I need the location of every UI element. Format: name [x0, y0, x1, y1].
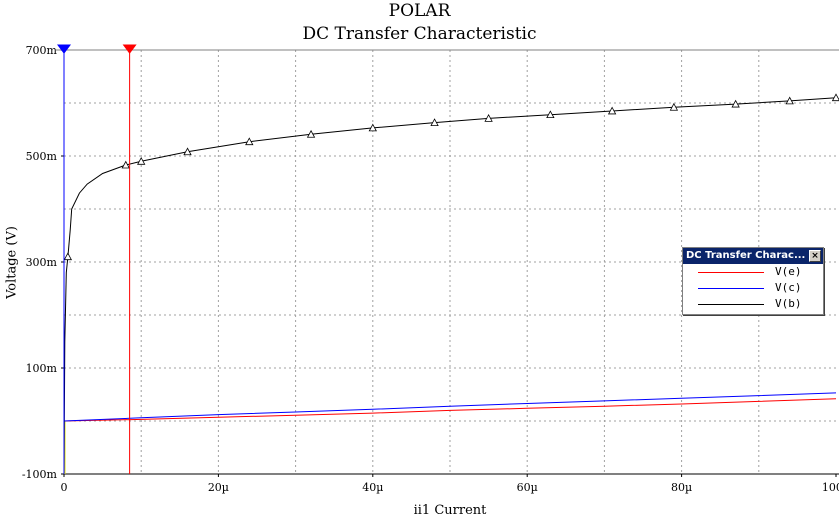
- x-tick-label: 40µ: [362, 481, 383, 494]
- cursor-handle: [122, 44, 137, 54]
- y-tick-label: 300m: [26, 256, 58, 269]
- cursors: [57, 44, 137, 474]
- x-tick-label: 60µ: [517, 481, 538, 494]
- series-line-vc: [63, 392, 837, 422]
- legend-label: V(e): [775, 265, 802, 278]
- data-point-marker: [137, 156, 146, 165]
- legend-entry-ve: V(e): [683, 264, 823, 280]
- y-tick-label: 700m: [26, 44, 58, 57]
- legend-entry-vb: V(b): [683, 296, 823, 312]
- legend-swatch: [698, 288, 764, 289]
- x-tick-label: 100µ: [822, 481, 839, 494]
- legend-title: DC Transfer Charac...: [686, 250, 806, 261]
- grid: [64, 50, 836, 474]
- data-point-marker: [245, 137, 254, 146]
- x-tick-label: 20µ: [208, 481, 229, 494]
- x-axis-label: ii1 Current: [413, 503, 487, 518]
- data-point-marker: [183, 147, 192, 156]
- data-point-marker: [306, 129, 316, 138]
- data-point-marker: [607, 106, 617, 115]
- legend-label: V(c): [775, 281, 802, 294]
- y-axis-label: Voltage (V): [4, 226, 20, 299]
- chart-subtitle: DC Transfer Characteristic: [302, 24, 537, 44]
- y-tick-label: -100m: [22, 468, 58, 481]
- chart-title: POLAR: [388, 1, 451, 21]
- data-point-marker: [831, 93, 839, 102]
- data-point-marker: [731, 99, 740, 108]
- series-lines: [63, 93, 839, 475]
- legend-entry-vc: V(c): [683, 280, 823, 296]
- data-point-marker: [430, 118, 439, 127]
- legend-window[interactable]: DC Transfer Charac... × V(e) V(c) V(b): [682, 247, 824, 315]
- data-point-marker: [484, 114, 493, 122]
- data-point-marker: [368, 123, 377, 132]
- x-tick-label: 0: [61, 481, 68, 494]
- tick-labels: 0 20µ 40µ 60µ 80µ 100µ -100m 100m 300m 500m 700m: [22, 44, 839, 494]
- data-point-marker: [63, 252, 73, 261]
- data-point-marker: [121, 160, 130, 169]
- cursor-handle: [57, 44, 71, 54]
- x-tick-label: 80µ: [671, 481, 692, 494]
- y-tick-label: 500m: [26, 150, 58, 163]
- legend-titlebar[interactable]: DC Transfer Charac... ×: [683, 248, 823, 264]
- legend-swatch: [698, 272, 764, 273]
- legend-swatch: [698, 304, 764, 305]
- data-point-marker: [669, 102, 679, 111]
- data-point-marker: [785, 96, 794, 105]
- data-point-marker: [546, 110, 555, 119]
- legend-label: V(b): [775, 297, 802, 310]
- series-line-ve: [63, 398, 837, 422]
- y-tick-label: 100m: [26, 362, 58, 375]
- close-icon[interactable]: ×: [809, 250, 821, 262]
